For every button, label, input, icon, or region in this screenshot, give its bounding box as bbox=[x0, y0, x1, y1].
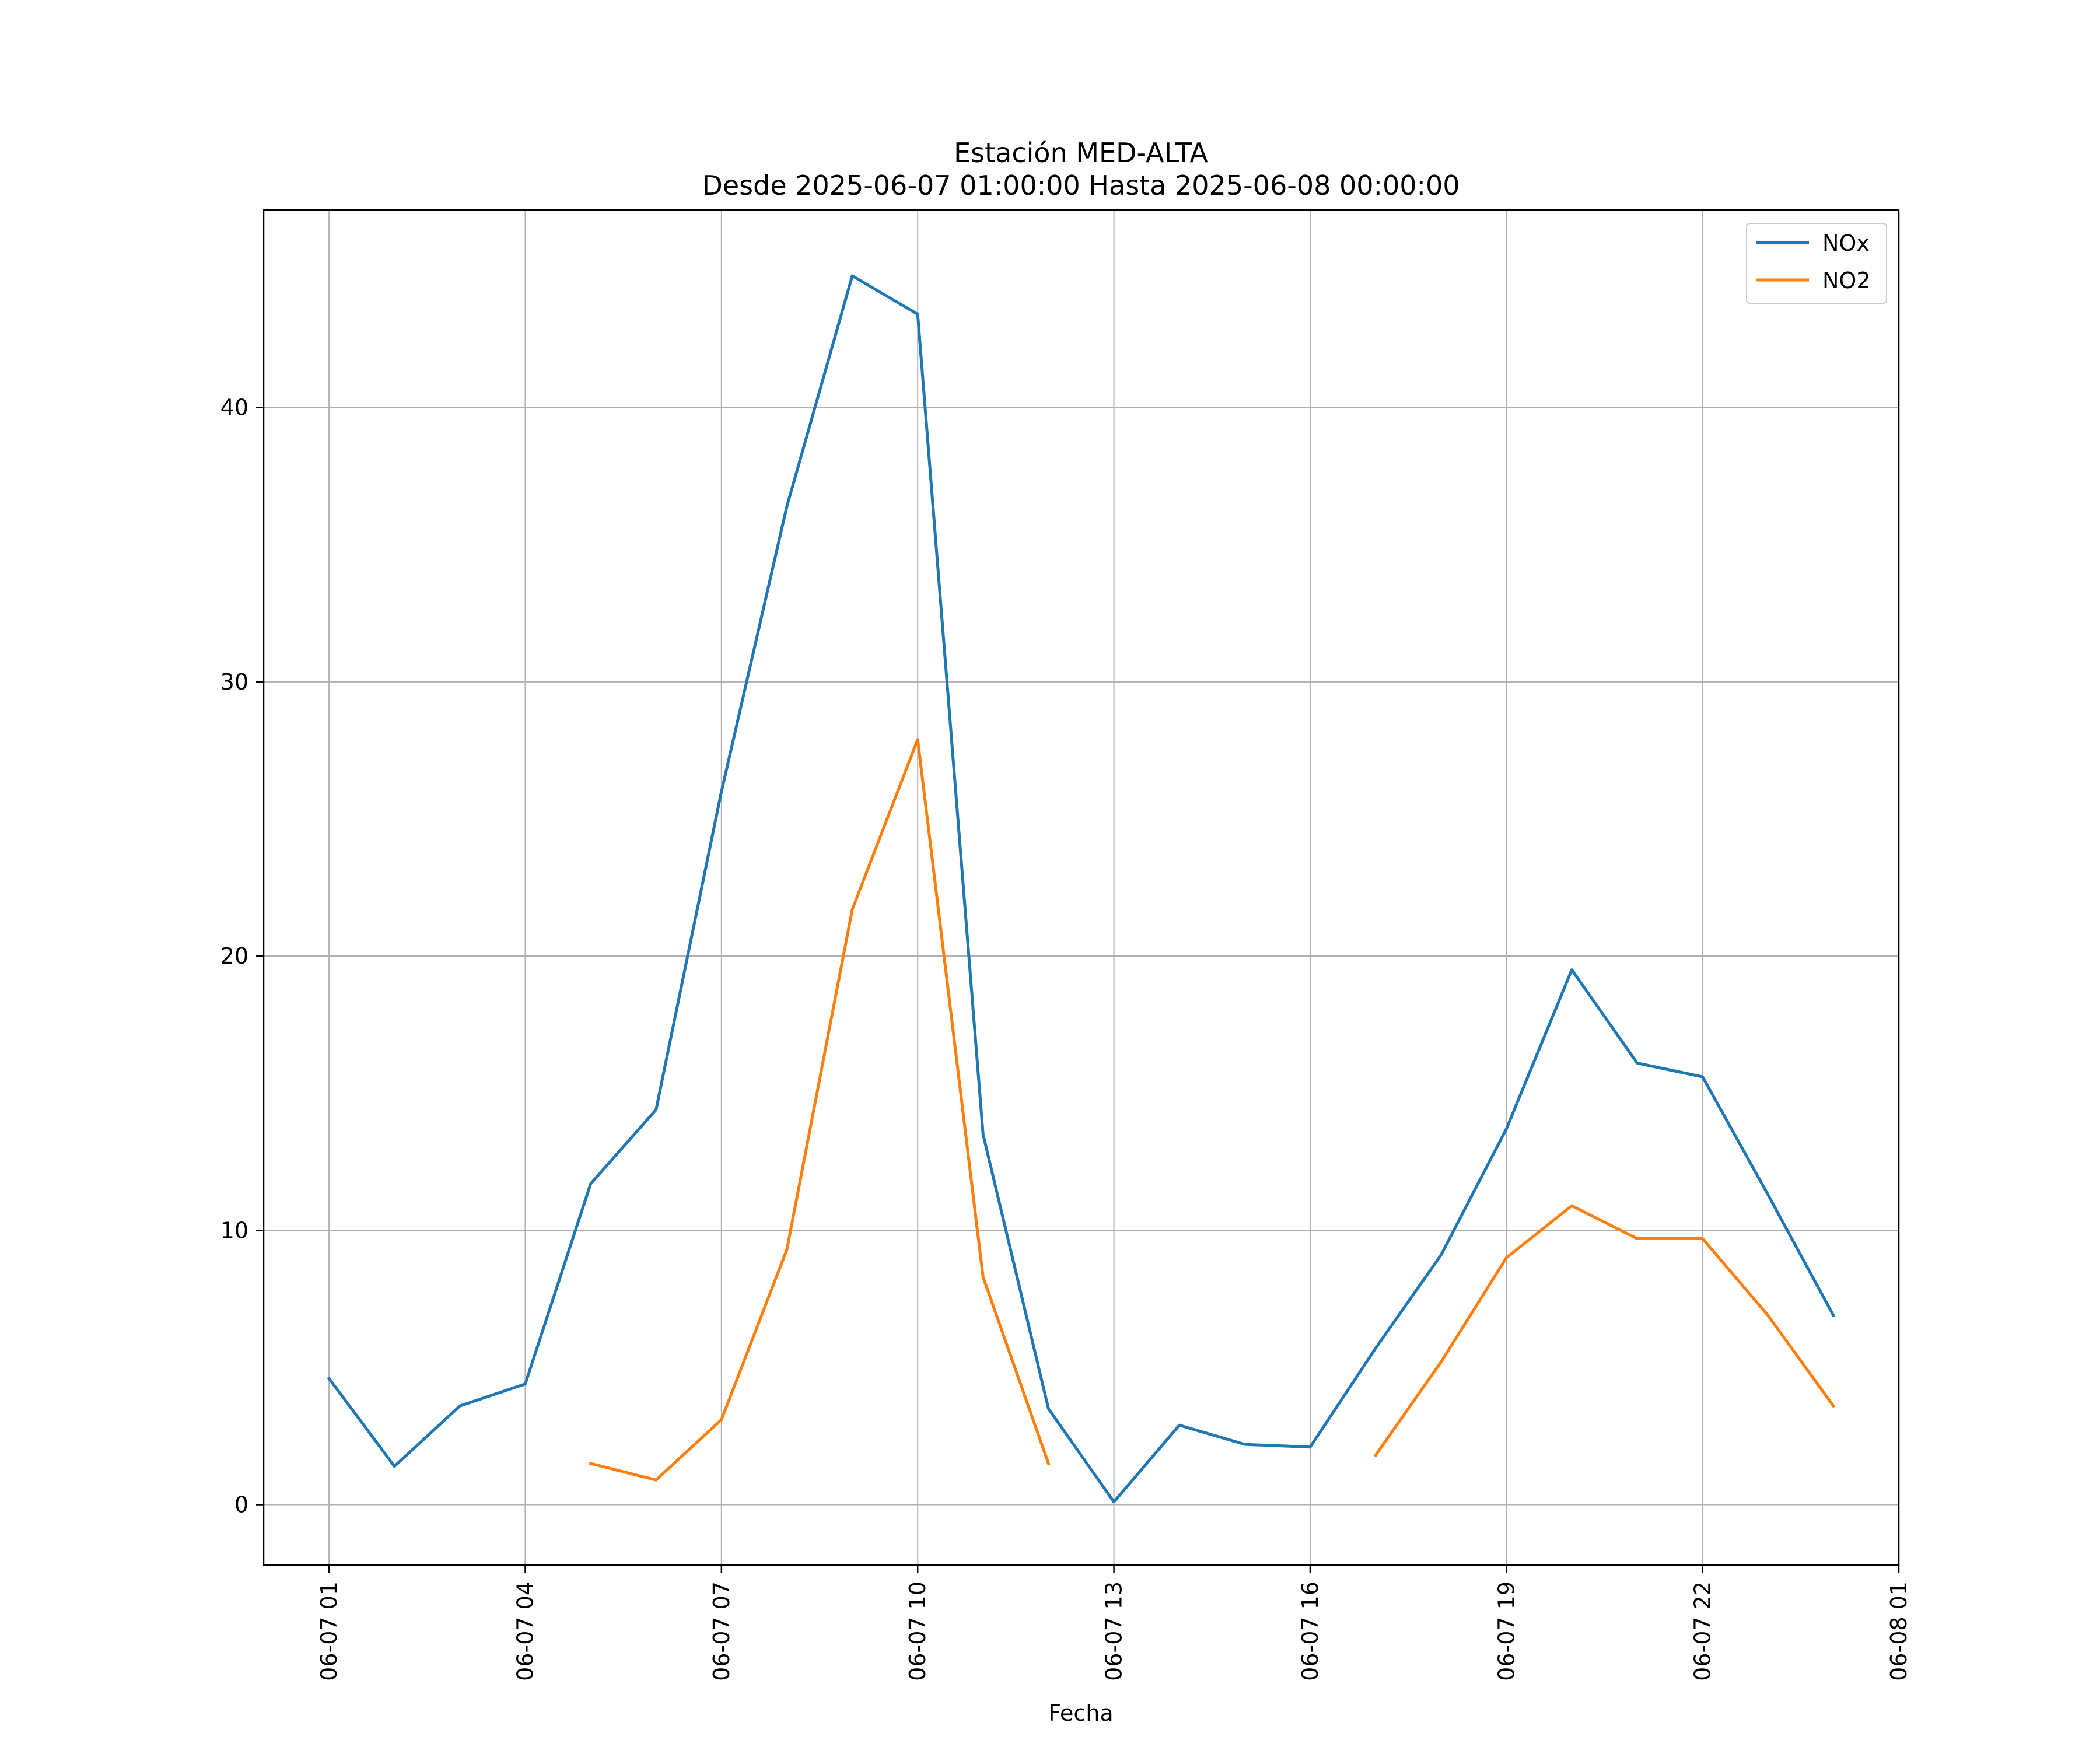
y-tick-label: 10 bbox=[220, 1217, 249, 1243]
series-line-nox bbox=[327, 274, 1836, 1504]
y-tick-label: 40 bbox=[220, 395, 249, 421]
x-tick-label: 06-07 07 bbox=[709, 1581, 734, 1681]
x-tick-label: 06-07 19 bbox=[1493, 1581, 1519, 1681]
x-tick-label: 06-07 13 bbox=[1101, 1581, 1127, 1681]
y-tick-label: 20 bbox=[220, 943, 249, 969]
x-tick-label: 06-07 10 bbox=[905, 1581, 930, 1681]
legend: NOx NO2 bbox=[1746, 223, 1887, 304]
y-tick-label: 0 bbox=[235, 1492, 249, 1518]
legend-label-no2: NO2 bbox=[1822, 268, 1871, 293]
x-tick-label: 06-07 16 bbox=[1297, 1581, 1323, 1681]
x-tick-label: 06-08 01 bbox=[1886, 1581, 1912, 1681]
series-lines bbox=[327, 274, 1836, 1504]
grid bbox=[264, 210, 1899, 1565]
chart-title: Estación MED-ALTA bbox=[954, 137, 1208, 169]
y-tick-label: 30 bbox=[220, 669, 249, 695]
ticks: 06-07 01 06-07 04 06-07 07 06-07 10 06-07 13… bbox=[220, 395, 1912, 1681]
x-axis-label: Fecha bbox=[1048, 1700, 1113, 1726]
chart-subtitle: Desde 2025-06-07 01:00:00 Hasta 2025-06-… bbox=[702, 170, 1460, 201]
plot-frame bbox=[262, 209, 1900, 1566]
x-tick-label: 06-07 01 bbox=[316, 1581, 342, 1681]
legend-label-nox: NOx bbox=[1822, 230, 1870, 256]
x-tick-label: 06-07 22 bbox=[1690, 1581, 1716, 1681]
x-tick-label: 06-07 04 bbox=[512, 1581, 538, 1681]
series-line-no2 bbox=[589, 738, 1836, 1482]
